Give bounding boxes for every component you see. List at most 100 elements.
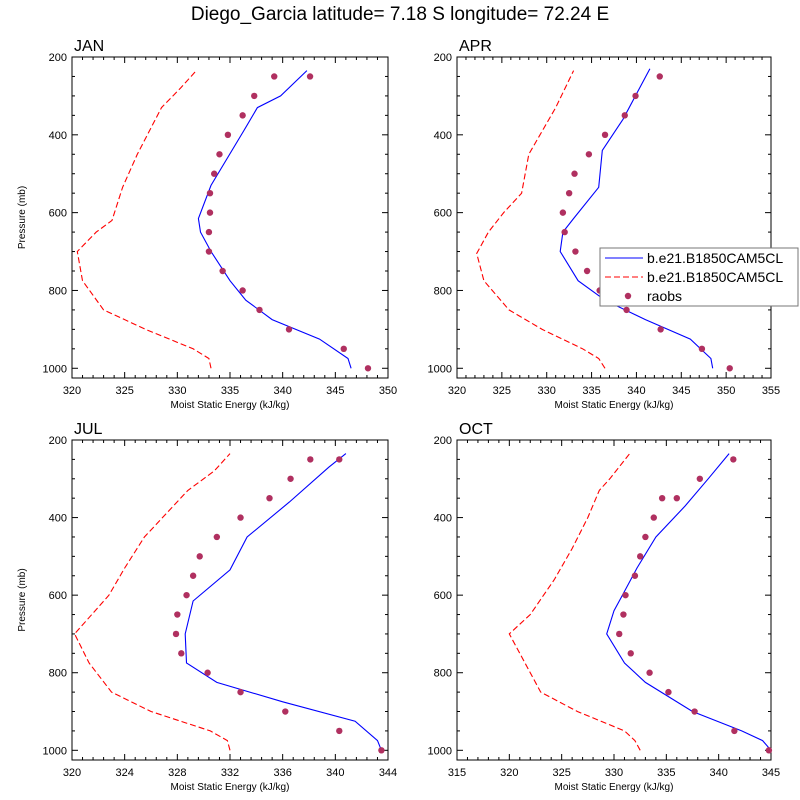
x-tick-label: 315: [448, 767, 466, 779]
x-tick-label: 320: [448, 385, 466, 397]
x-tick-label: 320: [500, 767, 518, 779]
raobs-point: [340, 345, 347, 353]
model-line-dashed: [508, 453, 641, 751]
plot-frame: [71, 439, 389, 761]
panel-label: JUL: [74, 421, 103, 438]
raobs-point: [698, 345, 706, 353]
x-tick-label: 332: [221, 767, 239, 779]
y-axis-label: Pressure (mb): [17, 568, 28, 631]
raobs-point: [642, 533, 649, 541]
model-line-solid: [184, 453, 382, 751]
raobs-point: [631, 572, 639, 579]
raobs-point: [765, 747, 773, 754]
raobs-point: [271, 73, 278, 80]
x-tick-label: 345: [326, 385, 344, 397]
raobs-point: [665, 688, 672, 696]
raobs-point: [239, 287, 246, 294]
raobs-point: [627, 650, 634, 657]
raobs-point: [623, 306, 630, 314]
legend-label: b.e21.B1850CAM5CL: [647, 269, 783, 285]
raobs-point: [239, 112, 246, 119]
panel-oct: OCT 315 320 325 330 335 340 345 200 400 600 800 1000…: [428, 421, 781, 793]
raobs-point: [656, 73, 663, 80]
raobs-point: [256, 306, 263, 314]
x-axis-label: Moist Static Energy (kJ/kg): [171, 400, 290, 411]
x-tick-label: 335: [221, 385, 239, 397]
panel-jul: JUL 320 324 328 332 336 340 344 200 400 600 800 1000…: [17, 421, 397, 793]
x-tick-label: 350: [379, 385, 397, 397]
y-tick-label: 1000: [43, 363, 67, 375]
legend-label: raobs: [647, 288, 682, 304]
raobs-point: [632, 92, 639, 100]
x-tick-label: 340: [627, 385, 645, 397]
panel-jan: JAN 320 325 330 335 340 345 350 200 400 600 800 1000…: [17, 38, 397, 411]
model-line-solid: [606, 453, 771, 751]
x-tick-label: 335: [582, 385, 600, 397]
y-axis-label: Pressure (mb): [17, 186, 28, 249]
x-tick-label: 320: [63, 385, 81, 397]
figure-title: Diego_Garcia latitude= 7.18 S longitude=…: [190, 4, 610, 25]
y-tick-label: 200: [434, 52, 452, 64]
raobs-point: [622, 591, 629, 599]
raobs-point: [307, 456, 314, 463]
legend: b.e21.B1850CAM5CL b.e21.B1850CAM5CL raobs: [599, 247, 799, 307]
raobs-point: [336, 727, 343, 735]
raobs-point: [646, 669, 653, 676]
y-tick-label: 400: [49, 513, 67, 525]
y-tick-label: 1000: [43, 745, 67, 757]
raobs-point: [189, 572, 197, 579]
plot-frame: [456, 56, 772, 379]
raobs-point: [205, 228, 213, 236]
raobs-point: [650, 514, 657, 521]
y-tick-label: 800: [49, 285, 67, 297]
raobs-point: [601, 131, 609, 139]
y-tick-label: 1000: [428, 745, 452, 757]
model-line-solid: [197, 70, 352, 369]
raobs-point: [224, 131, 232, 139]
x-tick-label: 320: [63, 767, 81, 779]
panel-label: JAN: [74, 38, 104, 55]
raobs-point: [731, 727, 738, 735]
raobs-point: [282, 708, 289, 715]
raobs-point: [206, 189, 214, 197]
legend-marker: [624, 292, 632, 300]
raobs-point: [287, 475, 294, 482]
raobs-point: [673, 494, 680, 502]
raobs-point: [213, 533, 221, 541]
x-tick-label: 325: [552, 767, 570, 779]
raobs-point: [266, 494, 273, 502]
raobs-point: [658, 494, 666, 502]
raobs-point: [211, 170, 218, 177]
x-tick-label: 340: [326, 767, 344, 779]
plot-frame: [71, 56, 389, 379]
y-tick-label: 200: [49, 435, 67, 447]
plot-frame: [456, 439, 772, 761]
raobs-point: [178, 650, 185, 657]
x-tick-label: 344: [379, 767, 397, 779]
raobs-point: [559, 209, 567, 216]
x-axis-label: Moist Static Energy (kJ/kg): [171, 782, 290, 793]
raobs-point: [691, 708, 698, 715]
raobs-point: [285, 326, 293, 333]
raobs-point: [636, 553, 644, 560]
y-tick-label: 400: [49, 130, 67, 142]
raobs-point: [565, 189, 573, 197]
y-tick-label: 800: [49, 668, 67, 680]
x-tick-label: 340: [273, 385, 291, 397]
y-tick-label: 600: [434, 590, 452, 602]
y-tick-label: 800: [434, 668, 452, 680]
y-tick-label: 600: [49, 590, 67, 602]
data-layer: [476, 68, 714, 369]
x-tick-label: 330: [168, 385, 186, 397]
raobs-point: [571, 170, 578, 177]
y-tick-label: 200: [434, 435, 452, 447]
x-tick-label: 325: [493, 385, 511, 397]
raobs-point: [585, 151, 593, 158]
x-tick-label: 324: [115, 767, 133, 779]
raobs-point: [206, 209, 214, 216]
raobs-point: [620, 611, 627, 618]
raobs-point: [621, 112, 628, 119]
raobs-point: [251, 92, 258, 100]
x-tick-label: 335: [657, 767, 675, 779]
